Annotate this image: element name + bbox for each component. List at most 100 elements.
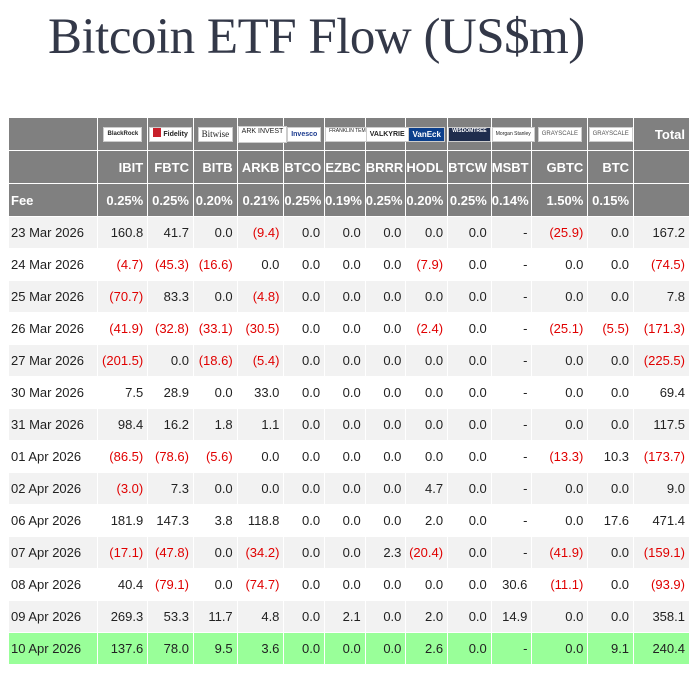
flow-cell: (47.8) (147, 536, 194, 569)
table-row: 31 Mar 2026 98.4 16.2 1.8 1.1 0.0 0.0 0.0 0.0 0.0… (7, 408, 690, 441)
flow-cell: 0.0 (192, 216, 238, 249)
flow-cell: 0.0 (283, 312, 326, 345)
flow-cell: 78.0 (147, 632, 194, 665)
date-cell: 30 Mar 2026 (7, 376, 99, 409)
flow-cell: 0.0 (324, 568, 366, 601)
flow-cell: 0.0 (405, 376, 449, 409)
issuer-logo: WISDOMTREE (447, 117, 492, 151)
flow-cell: 0.0 (236, 440, 285, 473)
fee-cell: 0.25% (283, 183, 326, 217)
flow-cell: (17.1) (97, 536, 149, 569)
flow-cell: 53.3 (147, 600, 194, 633)
fee-cell: 0.25% (447, 183, 492, 217)
table-row: 23 Mar 2026 160.8 41.7 0.0 (9.4) 0.0 0.0 0.0 0.0… (7, 216, 690, 249)
flow-cell: 30.6 (490, 568, 533, 601)
flow-cell: 28.9 (147, 376, 194, 409)
flow-cell: 3.8 (192, 504, 238, 537)
issuer-logo: Morgan Stanley (490, 117, 535, 151)
flow-cell: 10.3 (587, 440, 635, 473)
flow-cell: (45.3) (147, 248, 194, 281)
date-cell: 26 Mar 2026 (7, 312, 99, 345)
fee-cell: 0.21% (236, 183, 285, 217)
fee-cell: 0.25% (364, 183, 407, 217)
vaneck-logo: VanEck (408, 127, 445, 143)
ticker-header: EZBC (324, 150, 366, 184)
grayscale-mini-logo: GRAYSCALE (588, 127, 633, 143)
flow-cell: - (490, 408, 533, 441)
ticker-header: IBIT (97, 150, 149, 184)
flow-cell: 0.0 (324, 632, 366, 665)
flow-cell: 7.5 (97, 376, 149, 409)
fee-cell: 0.20% (405, 183, 449, 217)
flow-cell: 181.9 (97, 504, 149, 537)
flow-cell: - (490, 376, 533, 409)
flow-cell: 17.6 (587, 504, 635, 537)
flow-cell: 0.0 (531, 600, 589, 633)
fee-cell: 0.25% (97, 183, 149, 217)
flow-cell: 16.2 (147, 408, 194, 441)
flow-cell: (3.0) (97, 472, 149, 505)
flow-cell: 0.0 (587, 568, 635, 601)
flow-cell: 0.0 (531, 344, 589, 377)
total-cell: 167.2 (633, 216, 690, 249)
ticker-header: HODL (405, 150, 449, 184)
flow-cell: (11.1) (531, 568, 589, 601)
total-cell: 69.4 (633, 376, 690, 409)
flow-cell: 0.0 (324, 216, 366, 249)
flow-cell: 0.0 (447, 440, 492, 473)
flow-cell: 9.5 (192, 632, 238, 665)
fee-row: Fee 0.25% 0.25% 0.20% 0.21% 0.25% 0.19% 0.25% 0.… (7, 183, 690, 217)
flow-cell: 2.0 (405, 600, 449, 633)
total-cell: 240.4 (633, 632, 690, 665)
flow-cell: (5.4) (236, 344, 285, 377)
flow-cell: 0.0 (364, 280, 407, 313)
flow-cell: 0.0 (447, 568, 492, 601)
flow-cell: 147.3 (147, 504, 194, 537)
date-cell: 24 Mar 2026 (7, 248, 99, 281)
flow-cell: 1.1 (236, 408, 285, 441)
issuer-logo: BlackRock (97, 117, 149, 151)
flow-cell: 41.7 (147, 216, 194, 249)
table-row: 07 Apr 2026 (17.1) (47.8) 0.0 (34.2) 0.0 0.0 2.… (7, 536, 690, 569)
flow-cell: 0.0 (364, 440, 407, 473)
flow-cell: - (490, 280, 533, 313)
flow-cell: 2.3 (364, 536, 407, 569)
flow-cell: (74.7) (236, 568, 285, 601)
flow-cell: 0.0 (324, 376, 366, 409)
flow-cell: (79.1) (147, 568, 194, 601)
flow-cell: 0.0 (324, 536, 366, 569)
flow-cell: (7.9) (405, 248, 449, 281)
flow-cell: (32.8) (147, 312, 194, 345)
total-cell: (159.1) (633, 536, 690, 569)
flow-cell: 0.0 (283, 504, 326, 537)
ark-invest-logo: ARK INVEST (237, 125, 288, 143)
flow-cell: 7.3 (147, 472, 194, 505)
ticker-header: BTCO (283, 150, 326, 184)
date-cell: 01 Apr 2026 (7, 440, 99, 473)
flow-cell: - (490, 248, 533, 281)
flow-cell: 0.0 (405, 440, 449, 473)
flow-cell: 0.0 (283, 632, 326, 665)
flow-cell: 0.0 (364, 408, 407, 441)
issuer-logo: FRANKLIN TEMPLETON (324, 117, 378, 151)
flow-cell: 0.0 (364, 600, 407, 633)
flow-cell: 0.0 (405, 568, 449, 601)
flow-cell: 0.0 (324, 344, 366, 377)
issuer-logo: Bitwise (192, 117, 238, 151)
flow-cell: 0.0 (447, 248, 492, 281)
total-cell: 471.4 (633, 504, 690, 537)
issuer-logo: GRAYSCALE (531, 117, 589, 151)
flow-cell: 0.0 (324, 408, 366, 441)
flow-cell: 0.0 (283, 408, 326, 441)
fidelity-mark-icon (153, 128, 162, 138)
flow-cell: 0.0 (236, 472, 285, 505)
flow-cell: - (490, 440, 533, 473)
date-cell: 27 Mar 2026 (7, 344, 99, 377)
flow-cell: 0.0 (587, 248, 635, 281)
flow-cell: 0.0 (587, 408, 635, 441)
flow-cell: 0.0 (587, 344, 635, 377)
flow-cell: 0.0 (587, 600, 635, 633)
flow-cell: 0.0 (324, 280, 366, 313)
flow-cell: 0.0 (192, 472, 238, 505)
ticker-header: MSBT (490, 150, 533, 184)
